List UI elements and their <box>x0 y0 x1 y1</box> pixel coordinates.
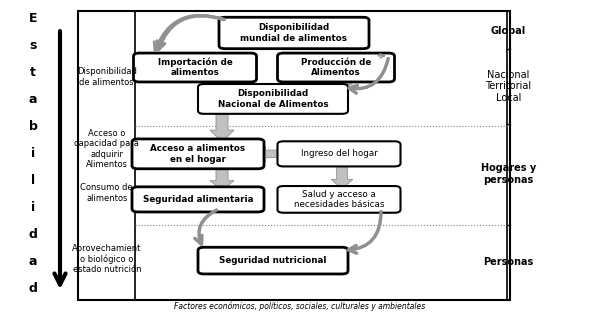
Text: i: i <box>31 201 35 214</box>
FancyBboxPatch shape <box>198 84 348 114</box>
Text: Factores económicos, políticos, sociales, culturales y ambientales: Factores económicos, políticos, sociales… <box>175 301 425 311</box>
Bar <box>78 11 510 300</box>
Text: i: i <box>31 147 35 160</box>
Text: Personas: Personas <box>484 257 533 267</box>
Text: Producción de
Alimentos: Producción de Alimentos <box>301 58 371 77</box>
FancyBboxPatch shape <box>132 187 264 212</box>
Text: Hogares y
personas: Hogares y personas <box>481 164 536 185</box>
Text: Importación de
alimentos: Importación de alimentos <box>158 57 232 78</box>
Text: Seguridad nutricional: Seguridad nutricional <box>219 256 327 265</box>
Text: a: a <box>29 93 37 106</box>
FancyBboxPatch shape <box>277 186 401 213</box>
Text: a: a <box>29 255 37 268</box>
Text: Global: Global <box>491 26 526 35</box>
FancyBboxPatch shape <box>277 53 395 82</box>
Text: Disponibilidad
de alimentos: Disponibilidad de alimentos <box>77 67 137 87</box>
Text: d: d <box>29 228 37 241</box>
Text: Consumo de
alimentos: Consumo de alimentos <box>80 183 133 203</box>
Text: Seguridad alimentaria: Seguridad alimentaria <box>143 195 253 204</box>
Text: Disponibilidad
mundial de alimentos: Disponibilidad mundial de alimentos <box>241 23 347 43</box>
Text: l: l <box>31 174 35 187</box>
Text: Aprovechamient
o biológico o
estado nutrición: Aprovechamient o biológico o estado nutr… <box>72 244 142 274</box>
FancyArrow shape <box>258 146 283 161</box>
Text: Nacional
Territorial
Local: Nacional Territorial Local <box>485 70 532 103</box>
FancyArrow shape <box>331 79 353 87</box>
Text: Disponibilidad
Nacional de Alimentos: Disponibilidad Nacional de Alimentos <box>218 89 328 109</box>
Text: t: t <box>30 66 36 79</box>
FancyBboxPatch shape <box>277 141 401 166</box>
Text: Acceso a alimentos
en el hogar: Acceso a alimentos en el hogar <box>151 144 245 164</box>
FancyArrow shape <box>210 79 234 87</box>
Text: Acceso o
capacidad para
adquirir
Alimentos: Acceso o capacidad para adquirir Aliment… <box>74 129 139 169</box>
FancyBboxPatch shape <box>198 247 348 274</box>
Text: Salud y acceso a
necesidades básicas: Salud y acceso a necesidades básicas <box>294 190 384 209</box>
Text: d: d <box>29 282 37 295</box>
Text: s: s <box>29 39 37 52</box>
FancyBboxPatch shape <box>133 53 257 82</box>
Text: Ingreso del hogar: Ingreso del hogar <box>301 149 377 158</box>
Text: E: E <box>29 12 37 25</box>
FancyBboxPatch shape <box>219 17 369 49</box>
FancyBboxPatch shape <box>132 139 264 169</box>
Text: b: b <box>29 120 37 133</box>
FancyArrow shape <box>210 166 234 190</box>
FancyArrow shape <box>331 163 353 189</box>
FancyArrow shape <box>210 111 234 142</box>
